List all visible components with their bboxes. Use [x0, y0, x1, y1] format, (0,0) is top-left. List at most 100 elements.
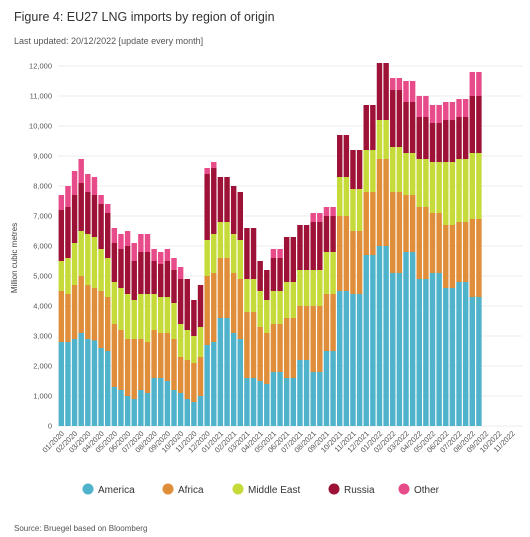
bar-segment-russia [124, 246, 131, 294]
bar-segment-middle-east [164, 297, 171, 333]
bar-segment-middle-east [303, 270, 310, 306]
bar-segment-africa [78, 276, 84, 333]
bar-segment-america [270, 372, 277, 426]
bar-segment-russia [469, 96, 476, 153]
bar-segment-middle-east [403, 153, 409, 195]
bar-segment-america [317, 372, 323, 426]
bar-segment-russia [277, 258, 283, 291]
bar-segment-africa [144, 342, 151, 393]
bar-segment-africa [469, 219, 476, 297]
bar-segment-russia [105, 213, 111, 258]
bar-segment-other [476, 72, 482, 96]
bar-segment-middle-east [91, 237, 98, 288]
bar-segment-other [310, 213, 316, 222]
bar-segment-africa [131, 339, 137, 399]
bar-segment-other [423, 96, 429, 117]
bar-segment-russia [164, 261, 171, 297]
bar-segment-russia [257, 261, 263, 291]
bar-segment-america [144, 393, 151, 426]
legend-label: Russia [344, 485, 375, 496]
bar-segment-russia [270, 258, 277, 291]
bar-segment-russia [71, 195, 78, 243]
bar-segment-other [416, 96, 422, 117]
bar-segment-africa [237, 279, 244, 339]
bar-segment-russia [356, 150, 363, 189]
bar-segment-africa [277, 324, 283, 372]
bar-segment-africa [429, 213, 436, 273]
bar-segment-other [151, 249, 157, 261]
y-tick-label: 11,000 [30, 92, 52, 101]
bar-segment-middle-east [323, 252, 330, 294]
bar-segment-middle-east [317, 270, 323, 306]
bar-segment-middle-east [376, 120, 383, 159]
bar-segment-middle-east [177, 324, 184, 357]
bar-segment-africa [224, 258, 230, 318]
bar-segment-russia [429, 123, 436, 162]
bar-segment-africa [230, 273, 237, 333]
bar-segment-russia [363, 105, 369, 150]
bar-segment-america [171, 390, 177, 426]
bar-segment-russia [211, 168, 217, 234]
bar-segment-russia [383, 63, 389, 120]
bar-segment-america [118, 390, 124, 426]
legend-label: Other [414, 485, 440, 496]
y-tick-label: 7,000 [33, 212, 52, 221]
bar-segment-africa [297, 306, 303, 360]
bar-segment-america [469, 297, 476, 426]
bar-segment-africa [390, 192, 396, 273]
bar-segment-america [363, 255, 369, 426]
bar-segment-russia [390, 90, 396, 147]
bar-segment-middle-east [436, 162, 442, 213]
bar-segment-middle-east [297, 270, 303, 306]
y-tick-label: 5,000 [33, 272, 52, 281]
bar-segment-america [184, 399, 190, 426]
bar-segment-america [337, 291, 343, 426]
bar-segment-africa [443, 225, 449, 288]
bar-segment-russia [237, 192, 244, 240]
bar-segment-america [244, 378, 250, 426]
bar-segment-africa [350, 231, 356, 294]
bar-segment-russia [423, 117, 429, 159]
bar-segment-africa [376, 159, 383, 246]
bar-segment-america [111, 387, 118, 426]
legend-marker [232, 483, 244, 495]
bar-segment-middle-east [456, 159, 462, 222]
bar-segment-america [323, 351, 330, 426]
bar-segment-africa [91, 288, 98, 341]
bar-segment-russia [330, 216, 336, 252]
bar-segment-america [297, 360, 303, 426]
bar-segment-america [237, 339, 244, 426]
bar-segment-other [124, 231, 131, 246]
bar-segment-other [456, 99, 462, 117]
bar-segment-middle-east [171, 303, 177, 339]
bar-segment-russia [350, 150, 356, 189]
bar-segment-africa [105, 297, 111, 351]
bar-segment-america [376, 246, 383, 426]
chart-subtitle: Last updated: 20/12/2022 [update every m… [14, 36, 204, 46]
bar-segment-middle-east [78, 231, 84, 276]
bar-segment-middle-east [244, 279, 250, 312]
bar-segment-russia [436, 123, 442, 162]
bar-segment-america [151, 378, 157, 426]
bar-segment-africa [118, 330, 124, 390]
bar-segment-africa [85, 285, 91, 339]
bar-segment-middle-east [363, 150, 369, 192]
bar-segment-america [277, 372, 283, 426]
bar-segment-america [283, 378, 290, 426]
bar-segment-russia [376, 63, 383, 120]
bar-segment-america [350, 294, 356, 426]
bar-segment-middle-east [204, 240, 210, 276]
bar-segment-russia [409, 102, 416, 153]
bar-segment-middle-east [409, 153, 416, 195]
bar-segment-america [158, 378, 164, 426]
bar-segment-russia [303, 225, 310, 270]
bar-segment-america [423, 279, 429, 426]
bar-segment-russia [118, 249, 124, 288]
legend-marker [162, 483, 174, 495]
bar-segment-other [131, 243, 137, 261]
bar-segment-russia [111, 243, 118, 282]
bar-segment-middle-east [416, 159, 422, 207]
bar-segment-russia [91, 195, 98, 237]
legend-marker [82, 483, 94, 495]
bar-segment-russia [85, 192, 91, 234]
